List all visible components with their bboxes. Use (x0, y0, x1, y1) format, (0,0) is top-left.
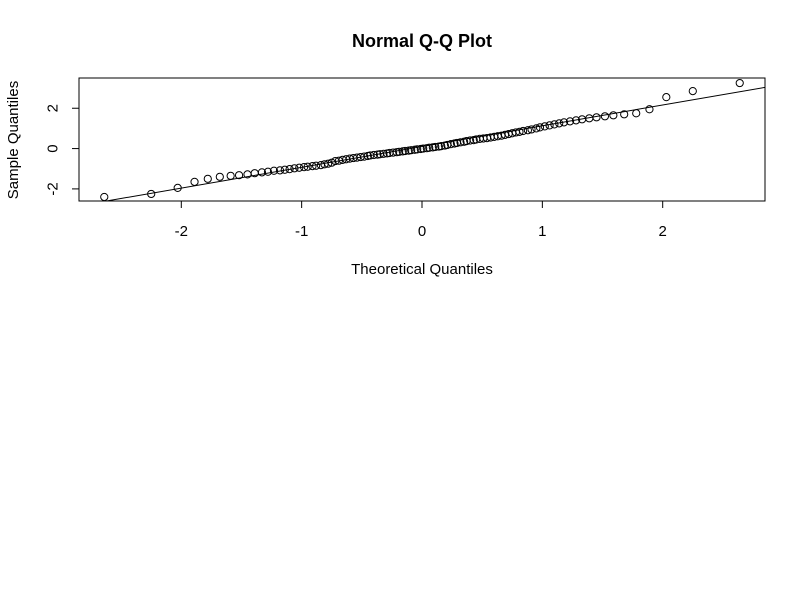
data-point (173, 183, 182, 192)
x-tick-label: 1 (538, 223, 546, 240)
data-point (550, 120, 559, 129)
data-point (327, 158, 336, 167)
data-point (545, 121, 554, 130)
data-point (379, 149, 388, 158)
data-point (295, 163, 304, 172)
data-point (324, 159, 333, 168)
reference-line-layer (103, 86, 765, 201)
x-tick-label: -1 (295, 223, 308, 240)
data-point (389, 148, 398, 157)
x-tick-label: -2 (175, 223, 188, 240)
data-point (311, 161, 321, 170)
data-point (527, 125, 536, 134)
data-point (360, 152, 369, 161)
data-point (290, 164, 299, 173)
data-point (215, 172, 224, 181)
data-point (515, 127, 524, 136)
data-point (285, 165, 294, 174)
data-point (565, 117, 575, 126)
data-point (263, 167, 273, 176)
data-point (407, 146, 416, 155)
data-point (280, 165, 289, 174)
data-point (456, 138, 465, 147)
data-point (437, 142, 446, 151)
qq-reference-line (103, 86, 765, 201)
data-point (308, 162, 317, 171)
data-point (419, 144, 428, 153)
data-point (620, 110, 629, 119)
y-tick-label: 0 (45, 144, 62, 152)
data-point (275, 166, 285, 175)
data-point (532, 124, 541, 133)
data-point (645, 105, 654, 114)
data-point (600, 112, 610, 121)
y-tick-label: -2 (45, 182, 62, 195)
data-point (571, 116, 581, 125)
data-point (234, 171, 244, 180)
data-point (431, 142, 440, 152)
data-point (190, 177, 199, 186)
chart-title: Normal Q-Q Plot (352, 31, 492, 51)
data-point (257, 168, 267, 177)
data-point (401, 146, 410, 156)
data-point (466, 136, 475, 145)
data-point (226, 171, 235, 180)
data-point (523, 126, 533, 135)
data-point (540, 122, 549, 131)
data-point (555, 119, 564, 128)
data-point (395, 147, 404, 156)
plot-frame (78, 77, 766, 202)
data-point (446, 140, 455, 149)
data-point (662, 93, 671, 102)
data-point (592, 113, 601, 122)
data-point (299, 163, 309, 172)
data-point (303, 162, 312, 171)
y-tick-label: 2 (45, 104, 62, 112)
data-point (518, 126, 528, 136)
data-point (413, 145, 422, 154)
data-point (425, 143, 434, 152)
y-axis-label: Sample Quantiles (5, 81, 22, 199)
data-point (688, 87, 697, 96)
data-point (735, 78, 744, 88)
data-point (609, 111, 618, 120)
points-layer (100, 78, 744, 202)
data-point (269, 166, 279, 175)
data-point (147, 189, 156, 199)
data-point (535, 123, 545, 132)
data-point (369, 150, 378, 160)
x-tick-label: 2 (659, 223, 667, 240)
x-tick-label: 0 (418, 223, 426, 240)
data-point (559, 118, 569, 127)
data-point (203, 174, 212, 183)
x-axis-label: Theoretical Quantiles (351, 261, 493, 278)
data-point (632, 109, 641, 118)
